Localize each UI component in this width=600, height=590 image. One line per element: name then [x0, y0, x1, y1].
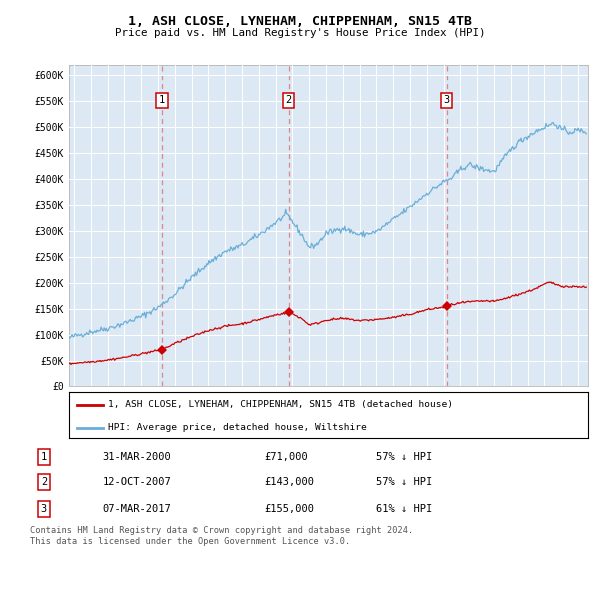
Text: HPI: Average price, detached house, Wiltshire: HPI: Average price, detached house, Wilt… — [108, 423, 367, 432]
Text: £143,000: £143,000 — [265, 477, 314, 487]
Text: 07-MAR-2017: 07-MAR-2017 — [103, 504, 171, 514]
Text: Price paid vs. HM Land Registry's House Price Index (HPI): Price paid vs. HM Land Registry's House … — [115, 28, 485, 38]
Text: £155,000: £155,000 — [265, 504, 314, 514]
Text: 31-MAR-2000: 31-MAR-2000 — [103, 452, 171, 462]
Text: 57% ↓ HPI: 57% ↓ HPI — [376, 477, 432, 487]
Text: £71,000: £71,000 — [265, 452, 308, 462]
Text: 61% ↓ HPI: 61% ↓ HPI — [376, 504, 432, 514]
Text: 1, ASH CLOSE, LYNEHAM, CHIPPENHAM, SN15 4TB: 1, ASH CLOSE, LYNEHAM, CHIPPENHAM, SN15 … — [128, 15, 472, 28]
Text: 2: 2 — [41, 477, 47, 487]
Text: 1, ASH CLOSE, LYNEHAM, CHIPPENHAM, SN15 4TB (detached house): 1, ASH CLOSE, LYNEHAM, CHIPPENHAM, SN15 … — [108, 400, 453, 409]
Text: Contains HM Land Registry data © Crown copyright and database right 2024.
This d: Contains HM Land Registry data © Crown c… — [30, 526, 413, 546]
Text: 3: 3 — [443, 95, 450, 105]
Text: 1: 1 — [159, 95, 166, 105]
Text: 2: 2 — [286, 95, 292, 105]
Text: 1: 1 — [41, 452, 47, 462]
Text: 57% ↓ HPI: 57% ↓ HPI — [376, 452, 432, 462]
Text: 3: 3 — [41, 504, 47, 514]
Text: 12-OCT-2007: 12-OCT-2007 — [103, 477, 171, 487]
